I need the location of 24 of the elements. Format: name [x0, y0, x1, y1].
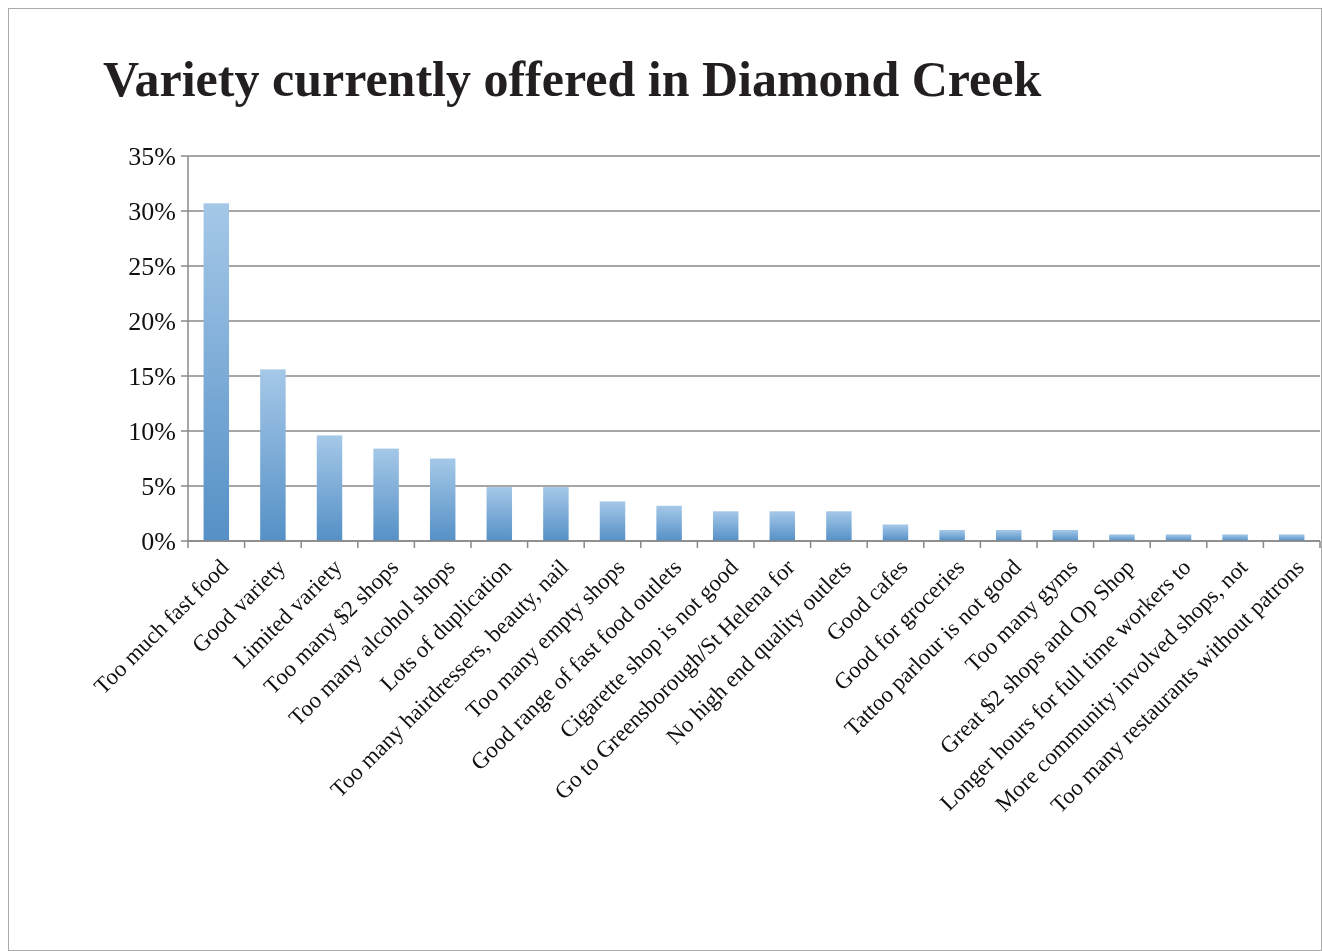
bar [373, 448, 399, 541]
y-tick-label: 0% [141, 527, 176, 557]
y-tick-label: 30% [128, 197, 176, 227]
bar [769, 511, 796, 541]
y-tick-label: 25% [128, 252, 176, 282]
bar [599, 501, 626, 541]
bar [1222, 534, 1248, 541]
y-tick-label: 35% [128, 142, 176, 172]
y-tick-label: 5% [141, 472, 176, 502]
bar [429, 458, 456, 541]
bar [486, 487, 513, 541]
bar [260, 369, 286, 541]
chart-title: Variety currently offered in Diamond Creek [103, 51, 1042, 107]
bar [316, 435, 343, 541]
y-tick-label: 20% [128, 307, 176, 337]
bar [543, 487, 569, 541]
bar [1109, 534, 1135, 541]
bar [203, 203, 230, 541]
bar [939, 530, 965, 541]
bar [712, 511, 739, 541]
y-tick-label: 15% [128, 362, 176, 392]
bar [826, 511, 852, 541]
y-tick-label: 10% [128, 417, 176, 447]
bar [656, 505, 682, 541]
